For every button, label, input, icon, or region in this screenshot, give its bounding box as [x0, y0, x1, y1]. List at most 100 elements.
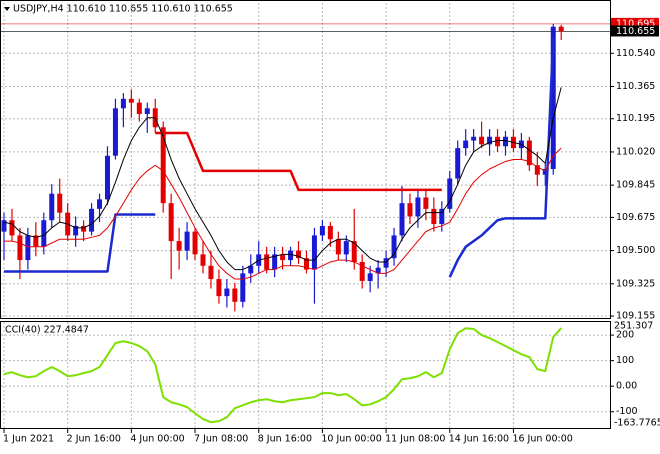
x-tick-label: 7 Jun 08:00: [194, 434, 248, 445]
cci-line: [3, 327, 562, 424]
menu-triangle: [4, 7, 10, 11]
candle-body: [272, 254, 278, 270]
candle-body: [41, 220, 47, 247]
price-level-label: 110.695: [616, 18, 655, 29]
y-tick-label: 109.675: [616, 212, 655, 223]
candle-body: [208, 265, 214, 280]
candle-body: [288, 250, 294, 261]
candle-body: [558, 26, 564, 32]
candle-body: [383, 258, 389, 268]
candle-body: [104, 155, 110, 200]
price-level-label: 110.655: [616, 26, 655, 37]
y-tick-label: 110.540: [616, 48, 655, 59]
candle-body: [455, 148, 461, 179]
candle-body: [542, 169, 548, 175]
candle-body: [311, 235, 317, 270]
candle-body: [232, 288, 238, 302]
y-tick-label: 100: [616, 355, 634, 366]
indicator-line: [155, 131, 442, 192]
candle-body: [264, 254, 270, 270]
indicator-line: [3, 87, 562, 271]
candle-body: [319, 225, 325, 236]
x-tick-label: 4 Jun 00:00: [130, 434, 184, 445]
x-tick-label: 8 Jun 16:00: [258, 434, 312, 445]
y-tick-label: 109.845: [616, 180, 655, 191]
candle-body: [216, 279, 222, 297]
candle-body: [248, 265, 254, 274]
candle-body: [9, 220, 15, 236]
candle-body: [335, 239, 341, 255]
indicator-line: [4, 38, 555, 278]
candle-body: [200, 254, 206, 266]
candle-body: [144, 108, 150, 114]
candle-body: [351, 241, 357, 262]
candle-body: [25, 235, 31, 261]
y-limit-label: -163.7765: [614, 418, 660, 429]
x-tick-label: 14 Jun 16:00: [449, 434, 509, 445]
candle-body: [160, 127, 166, 204]
candle-body: [128, 98, 134, 103]
candle-body: [502, 136, 508, 147]
candle-body: [184, 231, 190, 251]
candle-body: [407, 203, 413, 217]
candle-body: [391, 235, 397, 259]
y-tick-label: 109.325: [616, 278, 655, 289]
cci-panel-frame: [0, 321, 611, 429]
candle-body: [49, 193, 55, 221]
candle-body: [359, 261, 365, 281]
y-tick-label: 109.155: [616, 311, 655, 322]
candle-body: [439, 208, 445, 225]
candle-body: [343, 241, 349, 255]
candle-body: [375, 267, 381, 274]
y-tick-label: 110.195: [616, 113, 655, 124]
y-tick-label: 0.00: [616, 381, 637, 392]
candle-body: [526, 140, 532, 166]
candle-body: [431, 208, 437, 225]
candle-body: [176, 241, 182, 251]
candle-body: [327, 225, 333, 240]
price-level-box: [611, 25, 659, 37]
candle-body: [57, 193, 63, 213]
x-tick-label: 1 Jun 2021: [3, 434, 54, 445]
y-tick-label: -100: [616, 406, 638, 417]
candle-body: [296, 250, 302, 259]
candle-body: [240, 273, 246, 302]
candle-body: [550, 26, 556, 170]
candle-body: [487, 136, 493, 145]
candle-body: [192, 231, 198, 255]
candle-body: [224, 288, 230, 297]
candle-body: [112, 108, 118, 156]
candle-body: [463, 140, 469, 149]
candle-body: [1, 220, 7, 232]
y-tick-label: 200: [616, 330, 634, 341]
panel-title: USDJPY,H4 110.610 110.655 110.610 110.65…: [13, 4, 233, 15]
candle-body: [415, 197, 421, 217]
candle-body: [303, 258, 309, 270]
candle-body: [423, 197, 429, 209]
candle-body: [168, 203, 174, 242]
candle-body: [81, 225, 87, 232]
x-tick-label: 11 Jun 08:00: [385, 434, 445, 445]
candle-body: [399, 203, 405, 236]
candle-body: [120, 98, 126, 109]
candle-body: [471, 136, 477, 141]
y-tick-label: 110.020: [616, 146, 655, 157]
panel-title: CCI(40) 227.4847: [5, 325, 89, 336]
price-level-box: [611, 17, 659, 29]
candle-body: [33, 235, 39, 247]
candle-body: [73, 225, 79, 236]
indicator-line: [4, 147, 562, 280]
candle-body: [495, 136, 501, 147]
candle-body: [479, 136, 485, 145]
candle-body: [97, 199, 103, 209]
price-panel-frame: [0, 0, 611, 319]
candle-body: [447, 178, 453, 209]
candle-body: [280, 254, 286, 261]
candle-body: [17, 235, 23, 261]
x-tick-label: 10 Jun 00:00: [321, 434, 381, 445]
y-limit-label: 251.307: [614, 321, 653, 332]
candle-body: [367, 273, 373, 281]
candle-body: [136, 102, 142, 114]
